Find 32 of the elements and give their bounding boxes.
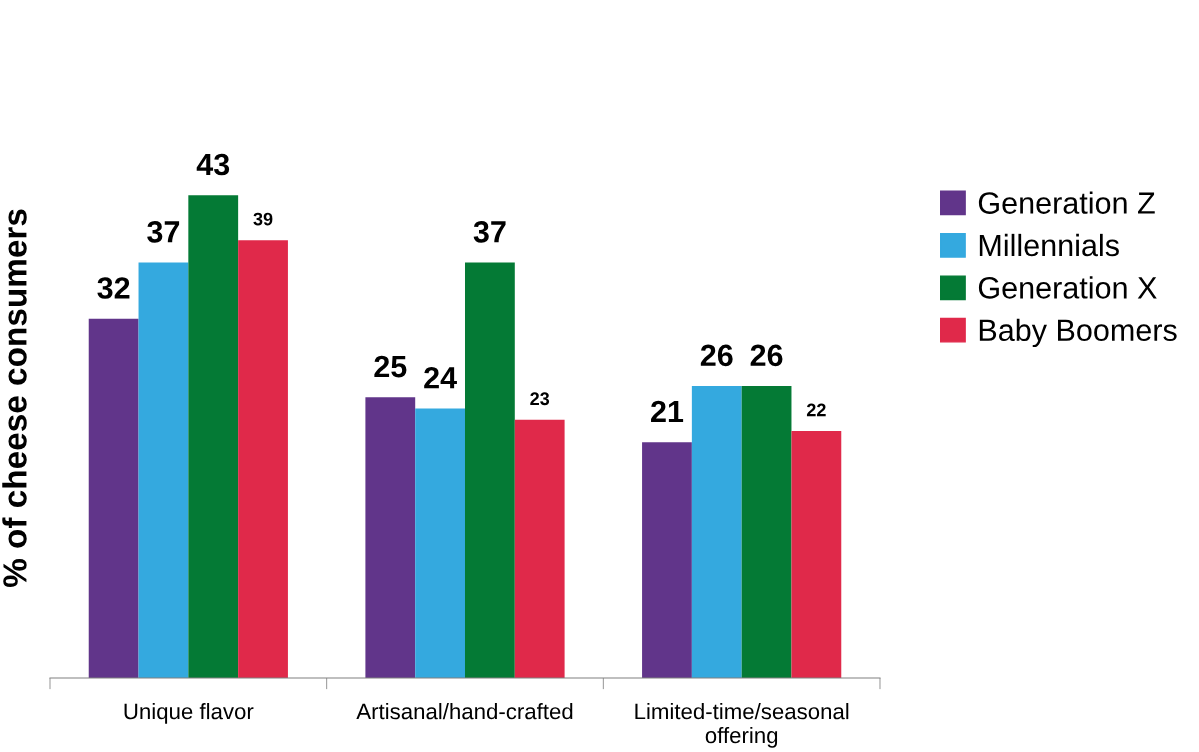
data-label: 21 [651, 400, 684, 423]
data-label: 43 [196, 153, 230, 176]
data-label: 37 [473, 221, 506, 243]
legend-label: Baby Boomers [979, 318, 1177, 348]
bar [188, 195, 239, 678]
data-label: 26 [750, 344, 783, 367]
legend-label: Generation Z [978, 191, 1155, 214]
bar [514, 419, 565, 678]
bar [415, 408, 465, 678]
data-label: 32 [97, 277, 130, 299]
data-label: 37 [147, 221, 180, 243]
x-tick-label: Limited-time/seasonal offering [635, 703, 849, 748]
bar [365, 397, 416, 678]
bar [642, 442, 692, 678]
bar [238, 240, 288, 678]
data-label: 23 [530, 392, 550, 406]
data-label: 25 [374, 355, 407, 378]
x-tick-label: Artisanal/hand-crafted [356, 703, 573, 720]
legend-label: Generation X [978, 276, 1157, 299]
x-tick-label: Unique flavor [124, 703, 254, 724]
data-label: 24 [424, 366, 457, 389]
data-label: 39 [253, 212, 273, 226]
bar [791, 431, 842, 678]
bar [138, 262, 189, 678]
bar [465, 262, 515, 678]
bar [741, 386, 792, 678]
legend-label: Millennials [979, 233, 1119, 257]
bar [691, 386, 742, 678]
y-axis-title: % of cheese consumers [2, 209, 27, 588]
data-label: 26 [700, 344, 733, 367]
data-label: 22 [806, 403, 826, 417]
bar [88, 318, 139, 678]
